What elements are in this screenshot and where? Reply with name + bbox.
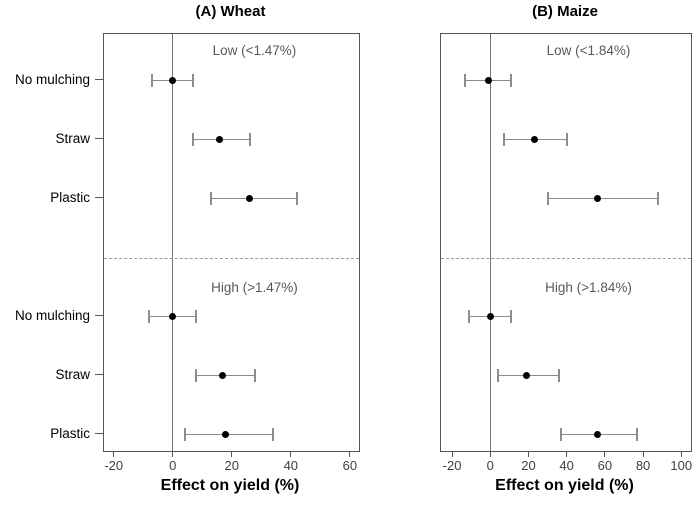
ci-cap-right bbox=[565, 133, 568, 146]
x-tick-label: 60 bbox=[597, 458, 613, 473]
x-tick bbox=[451, 451, 453, 457]
row-label: No mulching bbox=[14, 71, 90, 87]
ci-whisker bbox=[547, 198, 659, 199]
x-tick-label: 60 bbox=[342, 458, 358, 473]
ci-cap-right bbox=[295, 192, 298, 205]
y-tick bbox=[95, 138, 103, 139]
estimate-point bbox=[523, 372, 531, 379]
estimate-point bbox=[246, 195, 253, 202]
estimate-point bbox=[216, 136, 224, 143]
estimate-point bbox=[593, 195, 601, 202]
x-tick bbox=[566, 451, 568, 457]
estimate-point bbox=[486, 313, 494, 320]
x-tick-label: 20 bbox=[521, 458, 536, 473]
estimate-point bbox=[169, 313, 177, 320]
x-tick bbox=[113, 451, 115, 457]
y-tick bbox=[95, 197, 103, 198]
ci-cap-right bbox=[636, 428, 639, 441]
x-tick bbox=[349, 451, 351, 457]
row-label: Plastic bbox=[50, 425, 90, 441]
x-tick-label: 0 bbox=[486, 458, 494, 473]
row-label: Plastic bbox=[50, 189, 90, 205]
ci-cap-right bbox=[248, 133, 251, 146]
estimate-point bbox=[222, 431, 230, 438]
ci-cap-right bbox=[272, 428, 275, 441]
y-tick bbox=[95, 79, 103, 80]
group-divider-line bbox=[441, 257, 691, 259]
ci-cap-left bbox=[496, 369, 499, 382]
panel-a-title: (A) Wheat bbox=[195, 3, 266, 20]
row-label: Straw bbox=[55, 366, 90, 382]
y-tick bbox=[95, 315, 103, 316]
plot-panel-maize: Low (<1.84%) High (>1.84%) -20 0 20 40 60 80 100 bbox=[440, 33, 692, 473]
panel-b-title: (B) Maize bbox=[532, 3, 598, 20]
y-tick bbox=[95, 374, 103, 375]
x-axis-title-wheat: Effect on yield (%) bbox=[160, 477, 300, 494]
x-tick bbox=[290, 451, 292, 457]
estimate-point bbox=[169, 77, 177, 84]
ci-cap-left bbox=[468, 310, 471, 323]
ci-cap-right bbox=[558, 369, 561, 382]
subgroup-label: Low (<1.84%) bbox=[546, 43, 631, 58]
x-tick-label: -20 bbox=[104, 458, 124, 473]
estimate-point bbox=[219, 372, 227, 379]
x-axis-title-maize: Effect on yield (%) bbox=[495, 477, 634, 494]
ci-cap-right bbox=[254, 369, 257, 382]
ci-cap-left bbox=[183, 428, 186, 441]
subgroup-label: High (>1.84%) bbox=[545, 280, 632, 295]
ci-cap-left bbox=[502, 133, 505, 146]
x-tick-label: 80 bbox=[635, 458, 651, 473]
plot-panel-wheat: Low (<1.47%) High (>1.47%) -20 0 20 40 60 bbox=[103, 33, 360, 473]
x-tick-label: 20 bbox=[224, 458, 240, 473]
x-tick bbox=[231, 451, 233, 457]
x-tick bbox=[604, 451, 606, 457]
x-tick bbox=[642, 451, 644, 457]
ci-cap-left bbox=[192, 133, 195, 146]
ci-cap-left bbox=[195, 369, 198, 382]
ci-cap-right bbox=[657, 192, 660, 205]
ci-cap-left bbox=[546, 192, 549, 205]
x-tick-label: 40 bbox=[559, 458, 574, 473]
x-tick bbox=[680, 451, 682, 457]
ci-cap-left bbox=[559, 428, 562, 441]
x-tick-label: 100 bbox=[670, 458, 693, 473]
group-divider-line bbox=[104, 257, 359, 259]
row-label: Straw bbox=[55, 130, 90, 146]
ci-whisker bbox=[211, 198, 297, 199]
ci-cap-right bbox=[192, 74, 195, 87]
estimate-point bbox=[593, 431, 601, 438]
x-tick bbox=[489, 451, 491, 457]
subgroup-label: High (>1.47%) bbox=[211, 280, 298, 295]
subgroup-label: Low (<1.47%) bbox=[212, 43, 297, 58]
ci-cap-right bbox=[195, 310, 198, 323]
row-label: No mulching bbox=[14, 307, 90, 323]
zero-reference-line bbox=[172, 34, 174, 451]
x-tick bbox=[172, 451, 174, 457]
x-tick-label: 40 bbox=[283, 458, 299, 473]
estimate-point bbox=[484, 77, 492, 84]
estimate-point bbox=[530, 136, 538, 143]
ci-cap-left bbox=[148, 310, 151, 323]
ci-cap-left bbox=[464, 74, 467, 87]
ci-cap-right bbox=[510, 310, 513, 323]
x-tick bbox=[527, 451, 529, 457]
ci-cap-left bbox=[210, 192, 213, 205]
y-tick bbox=[95, 433, 103, 434]
x-tick-label: 0 bbox=[169, 458, 177, 473]
x-tick-label: -20 bbox=[442, 458, 462, 473]
zero-reference-line bbox=[489, 34, 491, 451]
ci-cap-left bbox=[151, 74, 154, 87]
ci-cap-right bbox=[510, 74, 513, 87]
